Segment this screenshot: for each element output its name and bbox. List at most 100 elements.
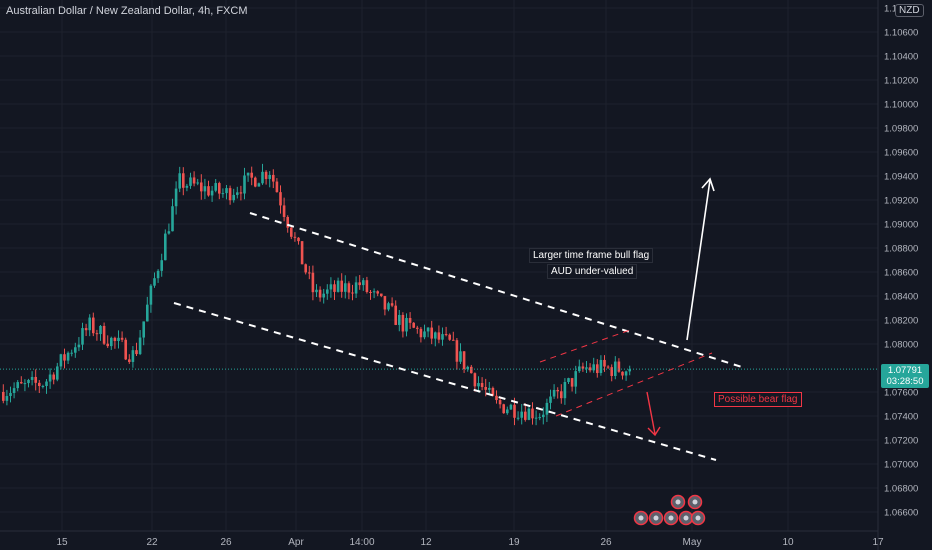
candle-body <box>300 241 304 265</box>
candle-body <box>552 389 556 397</box>
candle-body <box>178 173 181 189</box>
candle-body <box>293 236 297 238</box>
candle-body <box>354 282 358 294</box>
candle-body <box>538 417 541 419</box>
candle-body <box>128 359 131 362</box>
candle-body <box>628 369 631 372</box>
trend-drawings[interactable] <box>0 177 878 461</box>
candle-body <box>340 280 343 292</box>
channel-upper-line <box>249 212 746 369</box>
candle-body <box>491 387 495 396</box>
candle-body <box>92 317 95 334</box>
candle-body <box>275 181 279 193</box>
time-tick-label: 17 <box>872 537 884 548</box>
candle-body <box>308 272 311 274</box>
candle-body <box>138 337 142 355</box>
candle-body <box>239 192 243 194</box>
candle-body <box>23 383 27 385</box>
candle-body <box>192 177 196 184</box>
candle-body <box>380 293 383 297</box>
candle-body <box>149 285 153 305</box>
price-tick-label: 1.09400 <box>884 172 918 183</box>
candle-body <box>297 237 300 242</box>
event-flag-icon-dot <box>692 499 698 505</box>
candle-body <box>444 334 448 336</box>
price-axis-bg <box>878 0 932 550</box>
candle-body <box>236 192 239 195</box>
candle-body <box>513 404 516 418</box>
candle-body <box>110 337 113 347</box>
candle-body <box>304 264 307 273</box>
candle-body <box>506 409 509 414</box>
symbol-title: Australian Dollar / New Zealand Dollar, … <box>6 5 248 17</box>
price-tick-label: 1.08800 <box>884 244 918 255</box>
candle-body <box>257 183 261 187</box>
candle-body <box>326 289 329 294</box>
candle-body <box>362 280 365 286</box>
grid-lines <box>0 0 879 531</box>
candle-body <box>610 367 613 376</box>
price-tick-label: 1.07000 <box>884 460 918 471</box>
candle-body <box>365 280 369 292</box>
time-tick-label: 26 <box>220 537 232 548</box>
last-price-tag: 1.07791 03:28:50 <box>881 364 929 388</box>
candle-body <box>599 359 603 374</box>
price-axis[interactable]: 1.108001.106001.104001.102001.100001.098… <box>877 0 932 550</box>
bull-flag-note[interactable]: Larger time frame bull flag <box>529 248 654 263</box>
candle-body <box>52 374 55 380</box>
candle-body <box>315 289 318 293</box>
event-flag-icon-dot <box>638 515 644 521</box>
event-flag-icon-dot <box>683 515 689 521</box>
candle-body <box>624 371 628 376</box>
time-tick-label: 15 <box>56 537 68 548</box>
candle-body <box>232 194 235 201</box>
candle-body <box>408 317 412 323</box>
candle-body <box>560 391 563 399</box>
currency-badge[interactable]: NZD <box>895 4 924 17</box>
candle-body <box>603 359 606 367</box>
candle-body <box>59 354 63 367</box>
candle-body <box>124 339 127 360</box>
candle-body <box>581 366 585 369</box>
undervalued-note[interactable]: AUD under-valued <box>547 264 638 279</box>
price-tick-label: 1.07200 <box>884 436 918 447</box>
candle-body <box>9 392 12 397</box>
candle-body <box>102 325 106 344</box>
candle-body <box>113 337 117 342</box>
candle-body <box>336 280 340 292</box>
candle-body <box>56 366 59 380</box>
candle-body <box>570 378 574 387</box>
candle-body <box>38 382 41 387</box>
candle-body <box>290 227 293 237</box>
candle-body <box>477 383 480 387</box>
candle-body <box>20 382 23 384</box>
candle-body <box>473 373 477 387</box>
time-axis[interactable]: 15 22 26 Apr 14:00 12 19 26 May 10 17 <box>0 530 884 548</box>
candle-body <box>394 305 397 325</box>
price-tick-label: 1.09200 <box>884 196 918 207</box>
candle-body <box>153 278 156 286</box>
candle-body <box>516 417 520 419</box>
candle-body <box>401 314 405 332</box>
event-flag-icon-dot <box>668 515 674 521</box>
bear-flag-note[interactable]: Possible bear flag <box>714 392 802 407</box>
candle-body <box>210 190 214 196</box>
candle-body <box>480 383 484 387</box>
candle-body <box>549 396 552 403</box>
candle-body <box>347 283 351 293</box>
candle-body <box>567 378 570 382</box>
candle-body <box>221 193 225 195</box>
candle-body <box>390 303 394 306</box>
candle-body <box>246 172 250 176</box>
candle-body <box>63 354 66 361</box>
candle-body <box>455 340 459 362</box>
candle-body <box>524 411 527 420</box>
candle-body <box>261 171 264 184</box>
economic-events[interactable] <box>633 494 706 526</box>
last-price-value: 1.07791 <box>887 365 923 376</box>
candle-body <box>243 175 246 194</box>
candle-body <box>459 351 462 362</box>
candle-body <box>66 352 70 361</box>
candle-body <box>574 371 577 387</box>
